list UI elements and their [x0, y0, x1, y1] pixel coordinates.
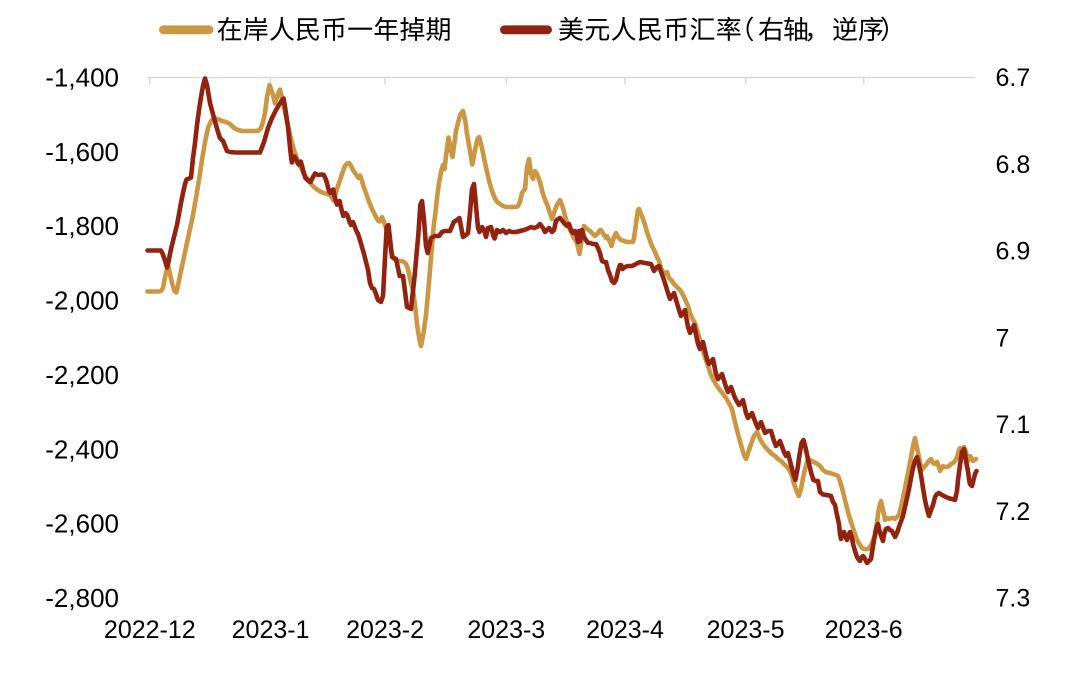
svg-text:-2,200: -2,200	[45, 360, 119, 390]
svg-text:2022-12: 2022-12	[104, 616, 196, 644]
svg-text:6.9: 6.9	[996, 238, 1031, 266]
svg-text:2023-6: 2023-6	[825, 616, 903, 644]
svg-text:7.2: 7.2	[996, 498, 1031, 526]
svg-text:7: 7	[996, 324, 1010, 352]
svg-text:2023-5: 2023-5	[707, 616, 785, 644]
svg-text:2023-2: 2023-2	[346, 616, 424, 644]
svg-text:7.3: 7.3	[996, 585, 1031, 613]
svg-text:6.7: 6.7	[996, 64, 1031, 92]
svg-text:-2,600: -2,600	[45, 509, 119, 539]
svg-text:2023-1: 2023-1	[232, 616, 310, 644]
svg-text:-2,800: -2,800	[45, 583, 119, 613]
svg-text:7.1: 7.1	[996, 411, 1031, 439]
svg-text:-2,000: -2,000	[45, 286, 119, 316]
svg-text:-1,400: -1,400	[45, 63, 119, 93]
svg-text:-2,400: -2,400	[45, 434, 119, 464]
svg-text:6.8: 6.8	[996, 151, 1031, 179]
svg-text:2023-3: 2023-3	[467, 616, 545, 644]
svg-text:-1,800: -1,800	[45, 211, 119, 241]
svg-text:2023-4: 2023-4	[586, 616, 664, 644]
svg-text:-1,600: -1,600	[45, 137, 119, 167]
